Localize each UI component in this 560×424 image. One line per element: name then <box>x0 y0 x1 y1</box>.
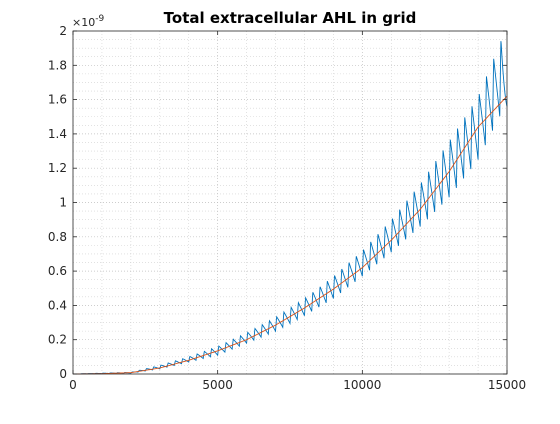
y-tick-label: 0.8 <box>48 230 67 244</box>
x-tick-label: 10000 <box>343 378 381 392</box>
y-tick-label: 0.2 <box>48 333 67 347</box>
series-line-trend <box>72 95 508 375</box>
y-tick-label: 1.6 <box>48 93 67 107</box>
y-tick-label: 0.6 <box>48 264 67 278</box>
y-tick-label: 0 <box>59 367 67 381</box>
y-tick-label: 1.2 <box>48 161 67 175</box>
y-exponent-power: -9 <box>95 14 104 24</box>
chart-title: Total extracellular AHL in grid <box>164 9 417 27</box>
y-tick-label: 1.8 <box>48 58 67 72</box>
series-line-oscillating <box>72 41 508 375</box>
y-tick-label: 1 <box>59 196 67 210</box>
y-tick-label: 2 <box>59 24 67 38</box>
y-tick-label: 0.4 <box>48 298 67 312</box>
ticks: 0 5000 10000 15000 0 0.2 0.4 0.6 0.8 1 1.2 1.4 1.6 1.… <box>48 24 526 392</box>
x-tick-label: 15000 <box>488 378 526 392</box>
grid <box>73 31 507 374</box>
y-exponent-label: ×10-9 <box>72 14 104 29</box>
x-tick-label: 5000 <box>202 378 233 392</box>
x-tick-label: 0 <box>69 378 77 392</box>
y-tick-label: 1.4 <box>48 127 67 141</box>
plot-area <box>72 41 508 375</box>
y-exponent-base: ×10 <box>72 16 95 29</box>
svg-text:×10-9: ×10-9 <box>72 14 104 29</box>
